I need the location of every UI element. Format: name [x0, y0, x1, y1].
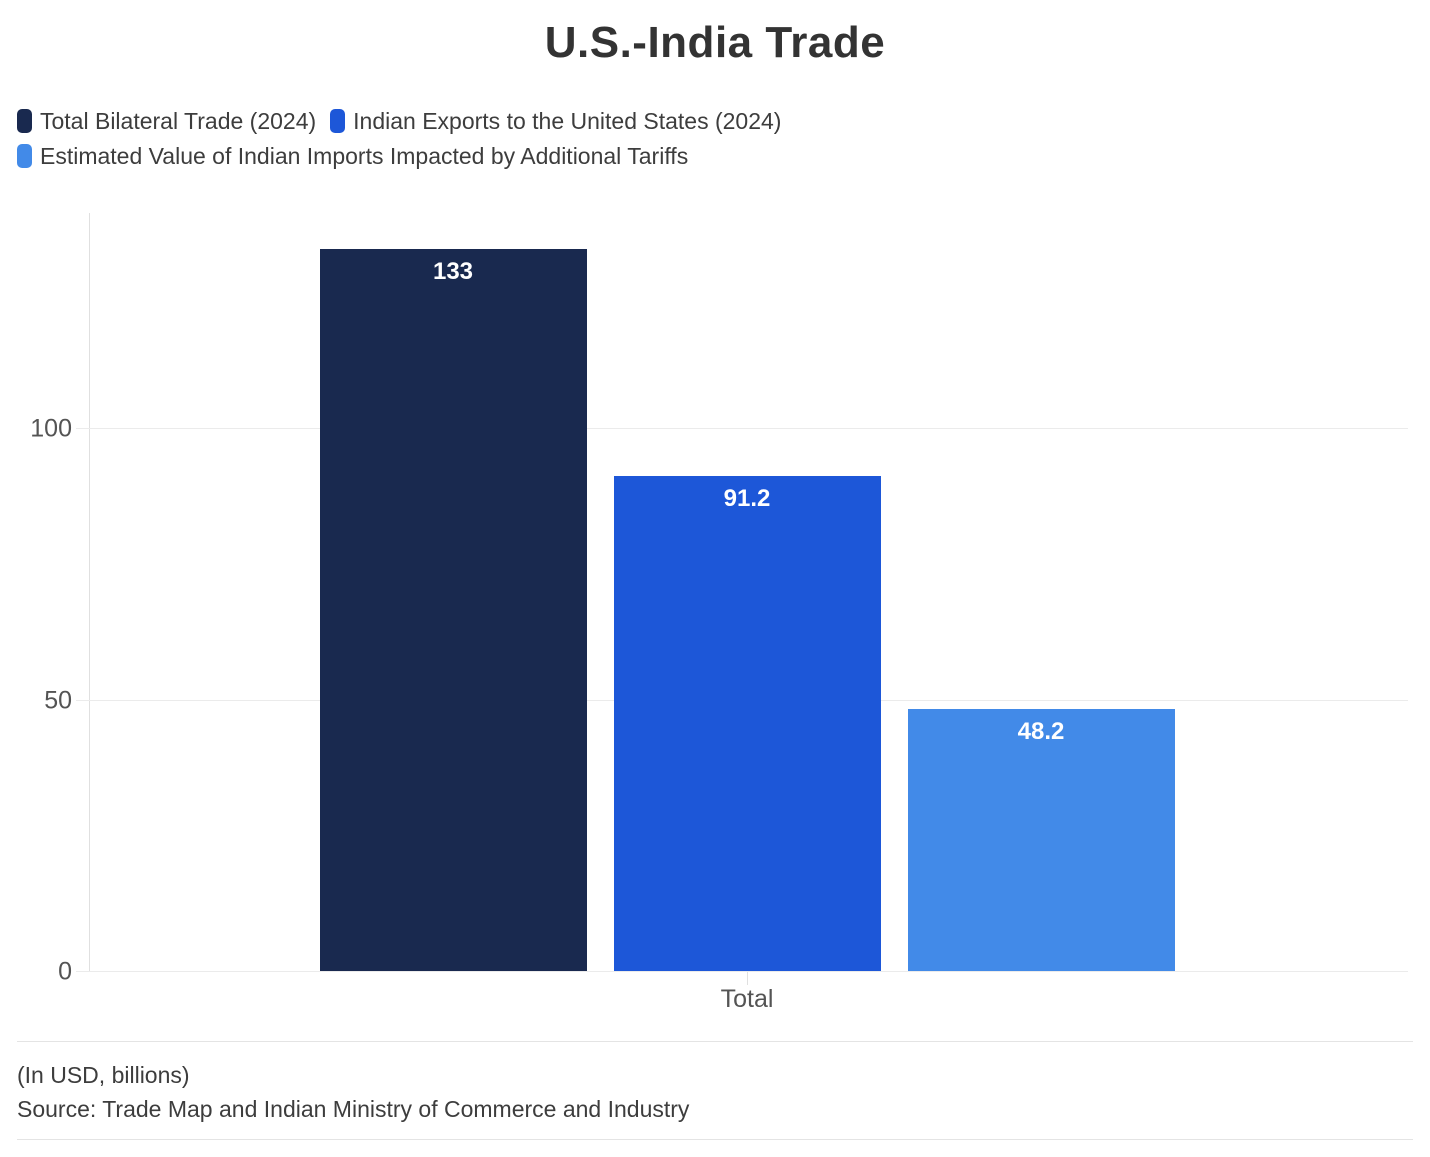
legend-item: Total Bilateral Trade (2024) — [17, 107, 316, 135]
footer-divider-top — [17, 1041, 1413, 1042]
legend-item: Estimated Value of Indian Imports Impact… — [17, 142, 688, 170]
y-axis-tick-label: 100 — [30, 414, 72, 443]
bar: 133 — [319, 248, 587, 971]
bar: 48.2 — [907, 709, 1175, 971]
gridline — [76, 428, 1408, 430]
x-axis-category-label: Total — [720, 985, 774, 1013]
bar: 91.2 — [613, 475, 881, 971]
legend-item: Indian Exports to the United States (202… — [330, 107, 781, 135]
source-note: Source: Trade Map and Indian Ministry of… — [17, 1096, 690, 1122]
legend-swatch — [17, 109, 32, 133]
units-note: (In USD, billions) — [17, 1062, 190, 1088]
y-axis-tick-label: 50 — [44, 686, 72, 714]
bar-value-label: 48.2 — [1017, 718, 1065, 746]
legend-swatch — [330, 109, 346, 133]
legend-label: Indian Exports to the United States (202… — [353, 107, 782, 134]
gridline — [76, 971, 1408, 972]
footer-divider-bottom — [17, 1139, 1413, 1140]
chart-title: U.S.-India Trade — [544, 18, 886, 67]
bar-value-label: 91.2 — [723, 484, 771, 512]
y-axis-tick-label: 0 — [58, 957, 72, 986]
legend: Total Bilateral Trade (2024) Indian Expo… — [17, 107, 977, 170]
legend-label: Total Bilateral Trade (2024) — [40, 107, 317, 134]
legend-label: Estimated Value of Indian Imports Impact… — [40, 142, 689, 169]
y-axis-line — [89, 213, 90, 972]
legend-swatch — [17, 144, 32, 168]
bar-value-label: 133 — [432, 257, 474, 285]
x-axis-tick — [747, 972, 748, 985]
